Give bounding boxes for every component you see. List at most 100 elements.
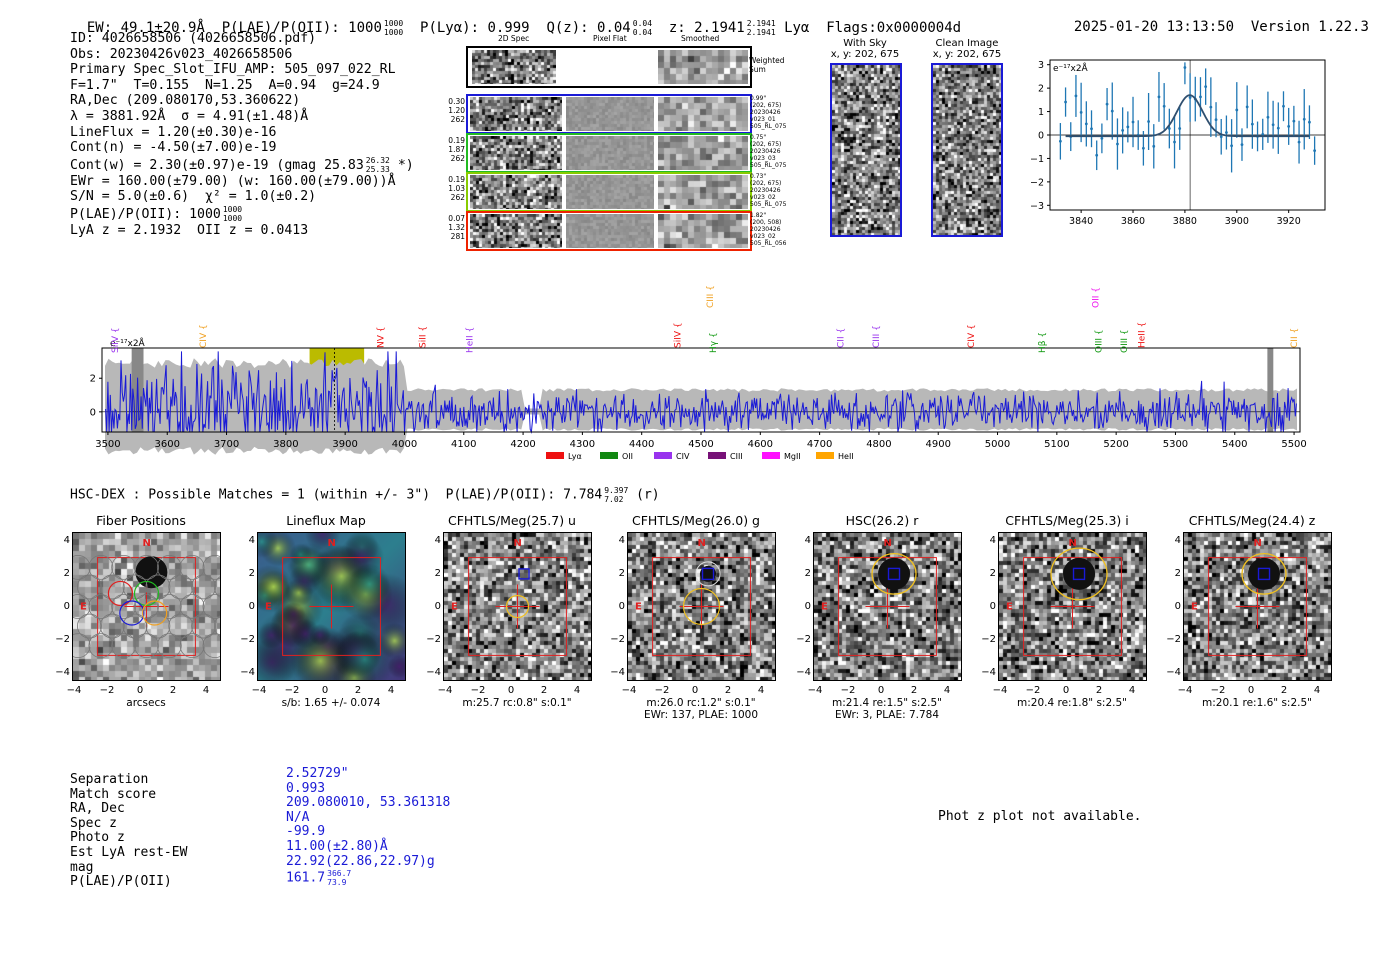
legend-swatch [546, 452, 564, 459]
search-box [468, 557, 567, 656]
thumb-ytick: 0 [989, 601, 996, 612]
thumb-ytick: −4 [1166, 667, 1181, 678]
spectrum-ytick: 0 [90, 407, 96, 418]
thumb-xtick: 4 [202, 685, 210, 696]
spectrum-unit-label: e⁻¹⁷x2Å [110, 337, 146, 349]
zoom-point [1141, 146, 1145, 150]
thumb-xtick: 4 [1128, 685, 1136, 696]
zoom-point [1214, 118, 1218, 122]
info-ewr: EWr = 160.00(±79.00) (w: 160.00(±79.00))… [70, 173, 396, 189]
info-contw-hi: 26.32 [365, 155, 390, 165]
legend-label: HeII [838, 452, 854, 461]
thumb-xtick: 0 [877, 685, 885, 696]
zoom-xtick: 3880 [1173, 216, 1197, 227]
info-plae-hi: 1000 [222, 204, 243, 214]
cutout-value: 262 [450, 193, 465, 202]
spectrum-xtick: 4100 [451, 439, 476, 450]
header-flags: Flags:0x0000004d [826, 20, 962, 36]
header-plya: P(Lyα): 0.999 [420, 20, 530, 36]
zoom-point [1079, 111, 1083, 114]
fiber-circle [107, 580, 134, 607]
source-blob [700, 565, 717, 582]
zoom-ytick: 3 [1038, 60, 1044, 71]
emission-line-marker: SiII { [418, 326, 428, 348]
header-plae-lo: 1000 [383, 28, 404, 37]
cutout-row-strip [466, 94, 752, 134]
thumb-ytick: 4 [618, 535, 625, 546]
spectrum-xtick: 3600 [155, 439, 180, 450]
emission-line-marker: OIII { [1094, 329, 1104, 353]
thumb-caption: m:20.1 re:1.6" s:2.5" [1202, 697, 1312, 709]
match-label: mag [70, 859, 94, 875]
zoom-point [1292, 119, 1296, 123]
header-z: z: 2.1941 [668, 20, 745, 36]
zoom-point [1064, 100, 1067, 104]
spectrum-xtick: 4600 [748, 439, 773, 450]
east-label: E [451, 602, 458, 613]
zoom-point [1297, 140, 1301, 144]
aperture-square [1257, 567, 1271, 581]
col-pixel-flat: Pixel Flat [593, 34, 627, 43]
thumb-caption-2: EWr: 3, PLAE: 7.784 [834, 709, 940, 721]
fiber-circle [119, 600, 145, 626]
zoom-point [1225, 131, 1228, 134]
cutout-meta: 1.82" [750, 212, 767, 219]
emission-line-marker: SiIV { [111, 327, 121, 353]
zoom-point [1209, 105, 1213, 109]
weighted-sum-strip [466, 46, 752, 88]
zoom-point [1302, 117, 1306, 121]
north-label: N [1254, 538, 1262, 549]
match-label: P(LAE)/P(OII) [70, 874, 172, 890]
thumb-caption: m:20.4 re:1.8" s:2.5" [1017, 697, 1127, 709]
thumb-xtick: −2 [1210, 685, 1226, 696]
match-value: 0.993 [286, 780, 326, 796]
match-label: Est LyA rest-EW [70, 844, 188, 860]
thumb-ytick: 4 [804, 535, 811, 546]
cutout-row-meta: 0.99" (202, 675) 20230426 v023_01 505_RL_075 [750, 95, 795, 130]
legend-swatch [762, 452, 780, 459]
cutout-2d-image [470, 136, 562, 170]
info-obs: Obs: 20230426v023_4026658506 [70, 46, 293, 62]
thumb-caption: m:26.0 rc:1.2" s:0.1" [646, 697, 756, 709]
cutout-value: 0.07 [448, 214, 465, 223]
cutout-row-strip [466, 211, 752, 251]
zoom-xtick: 3860 [1121, 216, 1145, 227]
spectrum-xtick: 3700 [214, 439, 239, 450]
cutout-smooth-image [658, 97, 748, 131]
spectrum-xtick: 5300 [1163, 439, 1188, 450]
match-label: Separation [70, 772, 149, 787]
cutout-smooth-image [658, 214, 748, 248]
header-qz-hi: 0.04 [632, 19, 653, 28]
thumb-xtick: 2 [910, 685, 918, 696]
header-ew: EW: 49.1±20.9Å [86, 20, 205, 36]
legend-label: OII [622, 452, 633, 461]
cutout-meta: 0.75" [750, 134, 767, 141]
zoom-point [1271, 123, 1275, 127]
zoom-fit-line [1065, 94, 1310, 138]
match-plae-hi: 366.7 [327, 869, 352, 879]
zoom-xtick: 3900 [1225, 216, 1249, 227]
thumb-ytick: −2 [796, 634, 811, 645]
cutout-meta: 505_RL_056 [750, 240, 787, 247]
search-box [1208, 557, 1307, 656]
info-plae: P(LAE)/P(OII): 1000 1000 1000 [70, 205, 414, 223]
thumb-ytick: 4 [1174, 535, 1181, 546]
zoom-point [1110, 109, 1114, 113]
match-value: 11.00(±2.80)Å [286, 838, 388, 854]
hsc-title-text: HSC-DEX : Possible Matches = 1 (within +… [70, 487, 603, 503]
cutout-value: 262 [450, 115, 465, 124]
thumb-ytick: 4 [248, 535, 255, 546]
cutout-2d-image [470, 175, 562, 209]
cutout-row-meta: 1.82" (200, 508) 20230426 v023_02 505_RL_056 [750, 212, 795, 247]
thumb-ytick: 0 [63, 601, 70, 612]
thumb-xtick: −4 [251, 685, 267, 696]
thumb-caption: m:25.7 rc:0.8" s:0.1" [462, 697, 572, 709]
emission-line-marker: HeII { [1138, 322, 1148, 348]
thumb-xtick: 2 [724, 685, 732, 696]
thumb-title: Fiber Positions [96, 513, 186, 528]
zoom-point [1183, 66, 1187, 69]
cutout-meta: 20230426 [750, 148, 781, 155]
